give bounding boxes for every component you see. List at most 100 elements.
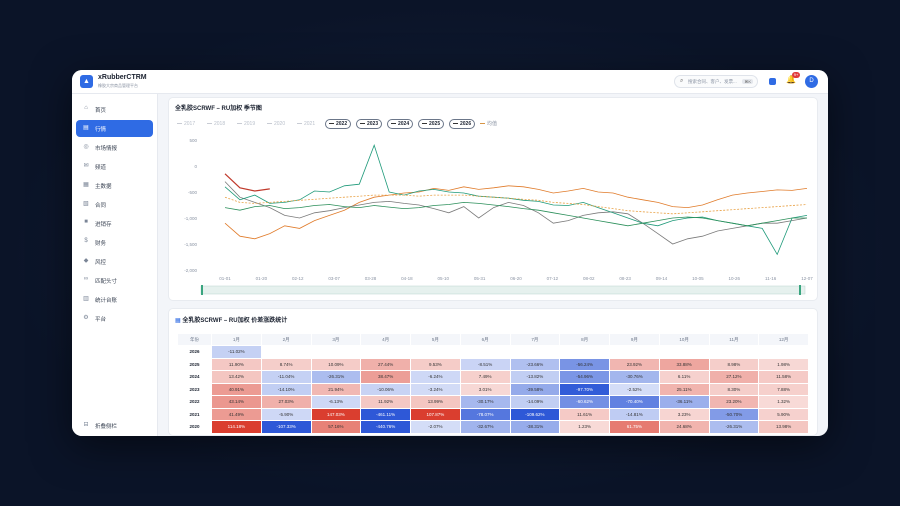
heatmap-card: ▦ 全乳胶SCRWF – RU加权 价差涨跌统计 年份 1月 2月 3月 4月 5月 6月 7… <box>168 308 818 436</box>
legend-item[interactable]: 2020 <box>267 119 285 129</box>
sidebar-collapse-button[interactable]: ⊟ 折叠侧栏 <box>76 417 153 434</box>
heatmap-cell: 13.42% <box>211 370 262 384</box>
database-icon: ▦ <box>83 182 89 188</box>
heatmap-cell: 27.12% <box>708 370 760 384</box>
table-row: 2024 13.42% -11.04% -26.31% 38.47% -6.24% 7.49… <box>177 370 809 384</box>
zoom-handle[interactable] <box>799 285 801 295</box>
heatmap-cell: 24.68% <box>658 420 710 434</box>
heatmap-cell <box>509 345 561 359</box>
sidebar-item[interactable]: ∞ 匹配头寸 <box>76 272 153 289</box>
heatmap-cell: -461.11% <box>360 407 411 421</box>
heatmap-cell <box>260 345 312 359</box>
series-line-2025[interactable] <box>224 201 807 227</box>
heatmap-cell: -30.76% <box>609 370 660 384</box>
zoom-slider[interactable] <box>200 285 806 295</box>
heatmap-cell: 27.03% <box>260 395 312 409</box>
heatmap-cell: 10.09% <box>310 357 362 371</box>
sidebar-item[interactable]: ▤ 行情 <box>76 120 153 137</box>
legend-item[interactable]: 2024 <box>387 119 414 129</box>
y-tick-label: 500 <box>189 138 197 143</box>
month-column-header: 4月 <box>360 333 411 346</box>
row-year: 2022 <box>177 395 212 409</box>
legend-item[interactable]: 2022 <box>325 119 352 129</box>
sidebar-item-label: 财务 <box>95 241 107 247</box>
sidebar-item-label: 行情 <box>95 127 107 133</box>
zoom-handle[interactable] <box>201 285 203 295</box>
sidebar-item[interactable]: ◆ 风控 <box>76 253 153 270</box>
search-bar[interactable]: ⌕ 搜索合同、客户、发票... ⌘K <box>674 75 758 88</box>
user-avatar[interactable]: D <box>805 75 818 88</box>
chart-icon: ▤ <box>83 125 89 131</box>
sidebar-item[interactable]: ✉ 频道 <box>76 158 153 175</box>
heatmap-cell: 5.90% <box>758 407 809 421</box>
month-column-header: 9月 <box>609 333 660 346</box>
heatmap-cell: 43.14% <box>211 395 262 409</box>
heatmap-cell: -6.13% <box>310 395 362 409</box>
heatmap-cell: 23.92% <box>609 357 660 371</box>
legend-label: 2023 <box>367 121 379 127</box>
heatmap-cell: -2.07% <box>410 420 461 434</box>
month-column-header: 2月 <box>260 333 312 346</box>
heatmap-cell: -60.62% <box>559 395 610 409</box>
legend-swatch <box>391 123 396 125</box>
row-year: 2025 <box>177 357 212 371</box>
heatmap-cell: 40.91% <box>211 382 262 396</box>
heatmap-cell: 9.53% <box>410 357 461 371</box>
sidebar-item[interactable]: ⌂ 首页 <box>76 101 153 118</box>
month-column-header: 10月 <box>658 333 710 346</box>
heatmap-cell: 11.58% <box>758 370 809 384</box>
table-row: 2026 -11.02% <box>177 345 809 359</box>
series-line-2023[interactable] <box>224 181 808 245</box>
month-column-header: 3月 <box>310 333 362 346</box>
theme-toggle-icon[interactable] <box>769 78 776 85</box>
heatmap-cell: 3.01% <box>459 382 511 396</box>
month-column-header: 1月 <box>211 333 262 346</box>
heatmap-cell: 11.61% <box>559 407 610 421</box>
legend-item[interactable]: 2025 <box>418 119 445 129</box>
legend-item[interactable]: 2018 <box>207 119 225 129</box>
series-line-2026[interactable] <box>224 173 270 192</box>
heatmap-title-text: 全乳胶SCRWF – RU加权 价差涨跌统计 <box>182 318 288 324</box>
legend-item[interactable]: 均值 <box>480 119 497 129</box>
legend-item[interactable]: 2021 <box>297 119 315 129</box>
legend-item[interactable]: 2017 <box>177 119 195 129</box>
heatmap-cell: 1.32% <box>758 395 809 409</box>
heatmap-cell: 3.23% <box>658 407 710 421</box>
heatmap-cell: 38.47% <box>360 370 411 384</box>
sidebar-item[interactable]: ▥ 统计台账 <box>76 291 153 308</box>
series-line-均值[interactable] <box>224 194 808 215</box>
y-tick-label: -500 <box>188 190 198 195</box>
sidebar-item[interactable]: ▦ 主数据 <box>76 177 153 194</box>
table-row: 2025 11.90% 8.74% 10.09% 27.44% 9.53% -8.51% -2… <box>177 357 809 371</box>
legend-item[interactable]: 2026 <box>449 119 476 129</box>
x-tick-label: 11-16 <box>765 276 777 281</box>
x-tick-label: 06-20 <box>510 276 522 281</box>
x-tick-label: 03-07 <box>328 276 340 281</box>
globe-icon: ◎ <box>83 144 89 150</box>
legend-swatch <box>360 123 365 125</box>
heatmap-cell <box>609 345 660 359</box>
series-line-2022[interactable] <box>224 185 808 240</box>
sidebar-item[interactable]: ◎ 市场情报 <box>76 139 153 156</box>
heatmap-cell: 11.92% <box>360 395 411 409</box>
sidebar-item[interactable]: $ 财务 <box>76 234 153 251</box>
notification-badge: 9+ <box>792 72 800 78</box>
bell-icon[interactable]: 🔔 <box>786 75 796 84</box>
heatmap-cell <box>708 345 760 359</box>
legend-item[interactable]: 2023 <box>356 119 383 129</box>
heatmap-cell: -30.17% <box>459 395 511 409</box>
heatmap-cell: -97.70% <box>559 382 610 396</box>
sidebar-item-label: 平台 <box>95 317 107 323</box>
sidebar-item[interactable]: ⚙ 平台 <box>76 310 153 327</box>
app-logo-icon[interactable]: ▲ <box>80 75 93 88</box>
heatmap-cell: -56.24% <box>559 357 610 371</box>
legend-item[interactable]: 2019 <box>237 119 255 129</box>
heatmap-cell: -14.81% <box>609 407 660 421</box>
heatmap-title: ▦ 全乳胶SCRWF – RU加权 价差涨跌统计 <box>175 315 287 324</box>
heatmap-cell <box>758 345 809 359</box>
heatmap-cell: -39.58% <box>509 382 561 396</box>
sidebar-item[interactable]: ▧ 合同 <box>76 196 153 213</box>
heatmap-cell: 33.88% <box>658 357 710 371</box>
sidebar-item[interactable]: ■ 进销存 <box>76 215 153 232</box>
series-line-2024[interactable] <box>224 143 808 256</box>
